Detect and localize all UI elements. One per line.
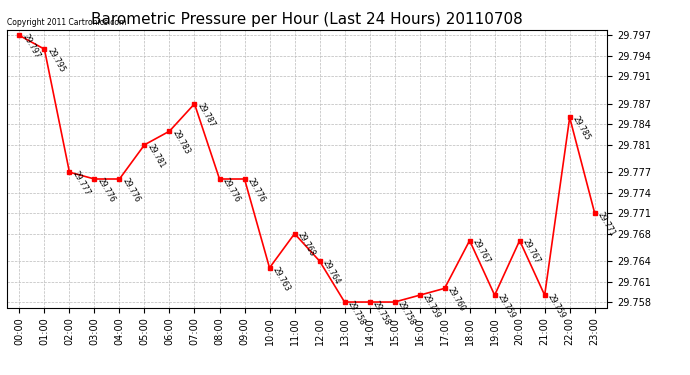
Text: 29.797: 29.797 xyxy=(21,33,42,60)
Text: 29.787: 29.787 xyxy=(196,101,217,129)
Text: Copyright 2011 Cartronics.com: Copyright 2011 Cartronics.com xyxy=(7,18,126,27)
Text: 29.795: 29.795 xyxy=(46,46,67,74)
Text: 29.764: 29.764 xyxy=(321,258,342,286)
Text: 29.781: 29.781 xyxy=(146,142,167,170)
Text: 29.768: 29.768 xyxy=(296,231,317,258)
Text: 29.776: 29.776 xyxy=(96,176,117,204)
Text: 29.767: 29.767 xyxy=(521,238,542,265)
Text: 29.759: 29.759 xyxy=(496,292,517,320)
Title: Barometric Pressure per Hour (Last 24 Hours) 20110708: Barometric Pressure per Hour (Last 24 Ho… xyxy=(91,12,523,27)
Text: 29.767: 29.767 xyxy=(471,238,492,265)
Text: 29.758: 29.758 xyxy=(346,299,367,327)
Text: 29.763: 29.763 xyxy=(271,265,292,292)
Text: 29.758: 29.758 xyxy=(396,299,417,327)
Text: 29.759: 29.759 xyxy=(546,292,567,320)
Text: 29.783: 29.783 xyxy=(171,128,192,156)
Text: 29.777: 29.777 xyxy=(71,170,92,197)
Text: 29.758: 29.758 xyxy=(371,299,392,327)
Text: 29.785: 29.785 xyxy=(571,115,592,142)
Text: 29.760: 29.760 xyxy=(446,286,467,313)
Text: 29.776: 29.776 xyxy=(121,176,142,204)
Text: 29.776: 29.776 xyxy=(246,176,267,204)
Text: 29.771: 29.771 xyxy=(596,210,617,238)
Text: 29.759: 29.759 xyxy=(421,292,442,320)
Text: 29.776: 29.776 xyxy=(221,176,242,204)
